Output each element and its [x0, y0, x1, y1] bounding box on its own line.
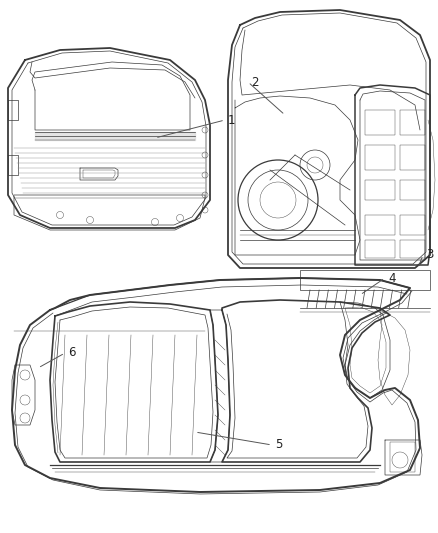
Text: 1: 1 — [228, 114, 236, 126]
Bar — [365, 110, 395, 135]
Text: 4: 4 — [388, 271, 396, 285]
Bar — [365, 240, 395, 258]
Bar — [390, 442, 415, 472]
Bar — [400, 240, 425, 258]
Text: 5: 5 — [275, 439, 283, 451]
Bar — [400, 145, 425, 170]
Bar — [300, 270, 430, 290]
Text: 3: 3 — [426, 248, 433, 262]
Bar — [400, 180, 425, 200]
Bar — [365, 145, 395, 170]
Bar — [400, 110, 425, 135]
Bar — [365, 215, 395, 235]
Text: 6: 6 — [68, 346, 75, 359]
Bar — [365, 180, 395, 200]
Text: 2: 2 — [251, 76, 258, 88]
Bar — [400, 215, 425, 235]
